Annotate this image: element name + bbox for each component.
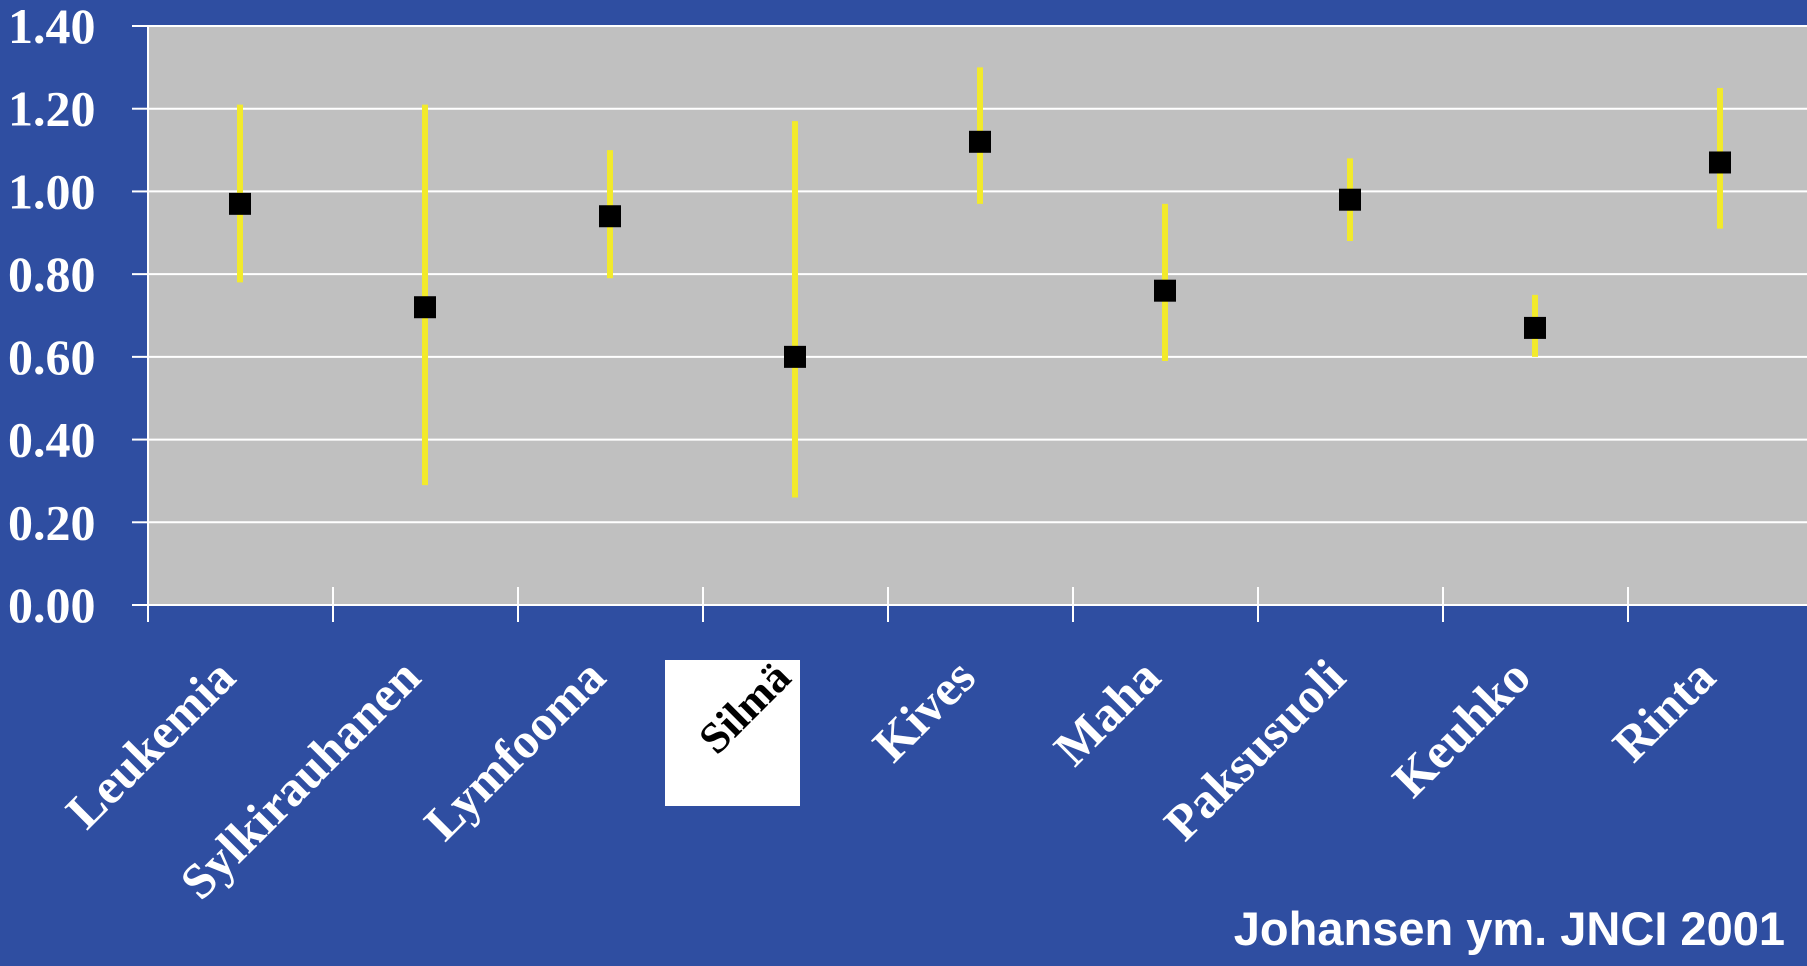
x-category-label: Keuhko xyxy=(1381,648,1540,807)
x-category-label: Kives xyxy=(862,648,986,772)
x-label-highlighted: Silmä xyxy=(665,652,800,806)
x-category-label: Paksusuoli xyxy=(1153,648,1356,851)
x-label: Lymfooma xyxy=(413,648,616,851)
x-category-label: Lymfooma xyxy=(413,648,616,851)
y-tick-label: 0.60 xyxy=(8,329,96,385)
data-point xyxy=(1524,316,1546,339)
x-label: Paksusuoli xyxy=(1153,648,1356,851)
axes xyxy=(132,25,1807,622)
y-tick-label: 0.00 xyxy=(8,577,96,633)
data-point xyxy=(599,205,621,228)
highlight-box xyxy=(665,660,800,806)
data-point xyxy=(1154,279,1176,302)
y-tick-label: 0.40 xyxy=(8,412,96,468)
x-label: Rinta xyxy=(1602,648,1726,772)
data-point xyxy=(784,345,806,368)
y-tick-label: 1.40 xyxy=(8,0,96,54)
data-point xyxy=(969,130,991,153)
x-label: Keuhko xyxy=(1381,648,1540,807)
y-tick-label: 1.00 xyxy=(8,163,96,219)
data-point xyxy=(1339,188,1361,211)
y-tick-label: 0.20 xyxy=(8,494,96,550)
data-point xyxy=(1709,151,1731,174)
x-label: Maha xyxy=(1043,648,1171,776)
y-tick-labels: 0.00 0.20 0.40 0.60 0.80 1.00 1.20 1.40 xyxy=(8,0,96,633)
data-point xyxy=(229,192,251,215)
data-point xyxy=(414,296,436,319)
data-marks xyxy=(229,67,1731,498)
x-label: Kives xyxy=(862,648,986,772)
x-category-label: Rinta xyxy=(1602,648,1726,772)
y-tick-label: 1.20 xyxy=(8,81,96,137)
x-category-label: Maha xyxy=(1043,648,1171,776)
x-label: Leukemia xyxy=(55,648,246,839)
y-tick-label: 0.80 xyxy=(8,246,96,302)
citation: Johansen ym. JNCI 2001 xyxy=(1233,902,1785,955)
x-category-label: Leukemia xyxy=(55,648,246,839)
